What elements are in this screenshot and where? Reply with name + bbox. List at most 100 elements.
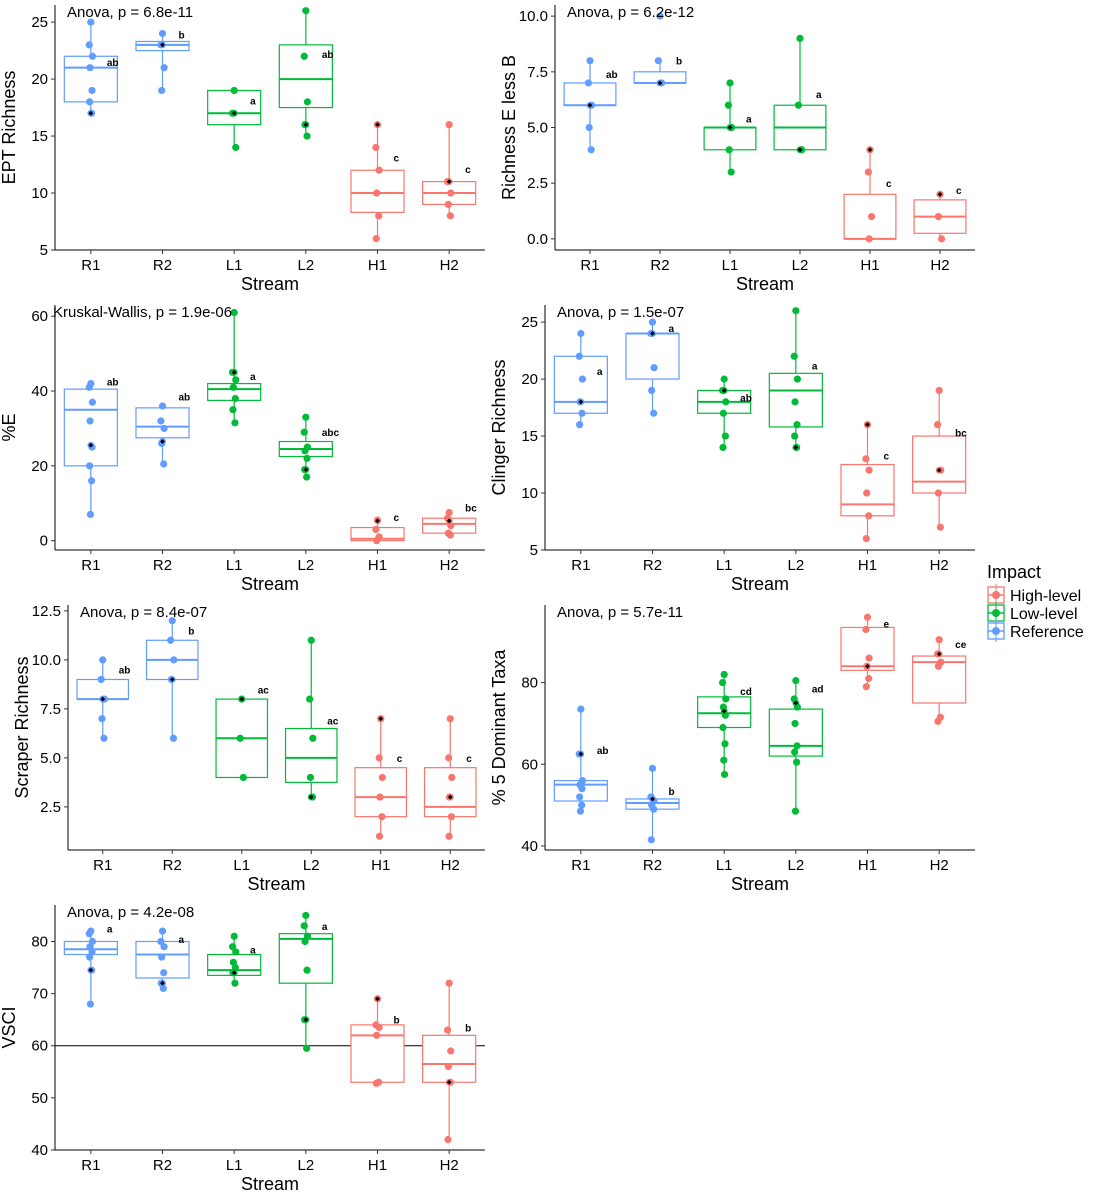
panel-richness-e-less-b: 0.0 2.5 5.0 7.5 10.0 R1 R2 L1 L2 H1 H2 Stream Richne… (499, 4, 975, 294)
mean-marker (100, 696, 106, 702)
y-axis-title: % 5 Dominant Taxa (489, 649, 509, 806)
data-point (307, 636, 315, 644)
data-point (373, 1031, 381, 1039)
data-point (229, 406, 237, 414)
data-point (720, 756, 728, 764)
y-tick-label: 70 (31, 986, 48, 1003)
box-r2: b (625, 764, 680, 844)
data-point (934, 212, 943, 221)
significance-letter: ab (179, 393, 191, 404)
data-point (648, 764, 657, 772)
mean-marker (936, 467, 942, 473)
data-point (231, 394, 239, 403)
data-point (158, 29, 167, 38)
data-point (576, 807, 585, 815)
data-point (575, 352, 583, 360)
data-point (88, 398, 97, 406)
data-point (935, 386, 943, 395)
data-point (719, 409, 727, 417)
data-point (444, 1062, 452, 1071)
box-r2: ab (135, 393, 191, 468)
significance-letter: a (669, 324, 675, 335)
x-axis-title: Stream (241, 574, 299, 594)
box-h1: c (350, 513, 405, 545)
data-point (868, 212, 876, 221)
x-tick-label: R1 (93, 857, 112, 874)
mean-marker (865, 663, 870, 669)
box-iqr (207, 89, 262, 126)
data-point (99, 656, 107, 664)
data-point (301, 937, 309, 946)
data-point (726, 79, 734, 87)
mean-marker (793, 445, 799, 450)
data-point (378, 813, 386, 821)
x-tick-label: L1 (716, 857, 733, 874)
data-point (375, 832, 384, 840)
mean-marker (303, 1017, 309, 1023)
data-point (446, 212, 454, 220)
significance-letter: b (669, 787, 675, 798)
data-point (232, 948, 240, 956)
data-point (375, 754, 383, 762)
y-tick-label: 15 (521, 428, 538, 445)
significance-letter: c (394, 154, 400, 165)
data-point (306, 773, 315, 782)
data-point (791, 719, 799, 728)
data-point (796, 34, 804, 43)
significance-letter: ac (258, 685, 270, 696)
box-l2: a (773, 34, 827, 154)
box-r1: ab (563, 57, 618, 154)
significance-letter: ab (322, 50, 334, 61)
y-axis-title: Scraper Richness (12, 656, 32, 798)
data-point (169, 734, 178, 742)
mean-marker (587, 102, 593, 108)
box-l1: a (207, 86, 262, 152)
box-h2: b (422, 979, 477, 1144)
box-r2: b (633, 12, 687, 87)
mean-marker (650, 796, 655, 802)
data-point (446, 715, 454, 723)
data-point (170, 656, 178, 664)
significance-letter: c (394, 513, 400, 524)
x-tick-label: R2 (153, 1157, 172, 1174)
box-r2: b (145, 617, 199, 742)
data-point (168, 617, 176, 625)
mean-marker (303, 467, 309, 472)
y-tick-label: 0 (40, 533, 48, 550)
significance-letter: a (250, 372, 256, 383)
x-axis-title: Stream (241, 1174, 299, 1194)
significance-letter: e (884, 619, 890, 630)
box-h2: bc (422, 504, 477, 539)
mean-marker (446, 1079, 452, 1085)
y-tick-label: 2.5 (40, 799, 61, 816)
y-tick-label: 50 (31, 1090, 48, 1107)
significance-letter: c (397, 754, 403, 765)
box-h1: c (350, 121, 405, 243)
data-point (576, 793, 584, 801)
significance-letter: a (816, 90, 822, 101)
significance-letter: a (179, 935, 185, 946)
panel-vsci: 40 50 60 70 80 R1 R2 L1 L2 H1 H2 Stream VSCI a a a a b b An… (0, 904, 485, 1194)
data-point (446, 531, 454, 539)
box-h2: bc (912, 386, 967, 531)
data-point (309, 734, 317, 742)
data-point (445, 508, 453, 517)
data-point (865, 654, 873, 662)
mean-marker (231, 970, 237, 976)
data-point (447, 813, 456, 821)
x-tick-label: L1 (722, 257, 739, 274)
data-point (378, 773, 386, 782)
mean-marker (937, 191, 943, 197)
panel-percent-e: 0 20 40 60 R1 R2 L1 L2 H1 H2 Stream %E ab ab a abc c bc Kr… (0, 304, 485, 594)
mean-marker (727, 125, 733, 130)
box-r2: a (135, 927, 190, 993)
data-point (302, 7, 310, 15)
significance-letter: a (322, 922, 328, 933)
data-point (720, 670, 728, 679)
y-tick-label: 25 (521, 314, 538, 331)
x-tick-label: R1 (571, 857, 590, 874)
x-tick-label: L2 (792, 257, 809, 274)
significance-letter: ce (955, 640, 967, 651)
data-point (236, 734, 244, 742)
x-tick-label: R1 (571, 557, 590, 574)
